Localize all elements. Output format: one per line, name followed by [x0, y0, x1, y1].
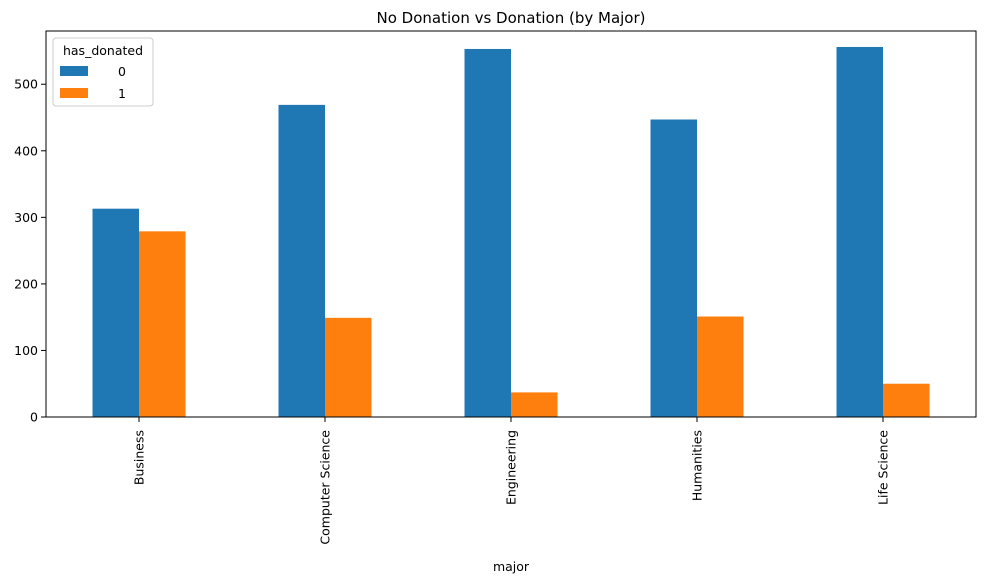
- y-tick-label: 100: [14, 343, 38, 358]
- y-tick-label: 0: [30, 410, 38, 425]
- x-tick-label: Business: [132, 430, 147, 485]
- bar-life-science-series-1: [883, 383, 930, 417]
- legend: has_donated 0 1: [52, 37, 154, 107]
- y-axis: 0 100 200 300 400 500: [14, 77, 46, 425]
- bar-engineering-series-0: [464, 48, 511, 417]
- plot-frame: [45, 30, 977, 418]
- legend-swatch-1: [60, 88, 88, 98]
- legend-label-0: 0: [118, 64, 126, 79]
- chart-title: No Donation vs Donation (by Major): [377, 9, 646, 27]
- x-axis-label: major: [493, 559, 530, 574]
- y-tick-label: 200: [14, 276, 38, 291]
- legend-title: has_donated: [63, 43, 143, 58]
- legend-label-1: 1: [118, 86, 126, 101]
- y-tick-label: 400: [14, 143, 38, 158]
- y-tick-label: 300: [14, 210, 38, 225]
- legend-swatch-0: [60, 66, 88, 76]
- bar-computer-science-series-0: [278, 104, 325, 418]
- x-tick-label: Computer Science: [318, 430, 333, 545]
- bars-layer: [92, 46, 930, 418]
- bar-humanities-series-1: [697, 316, 744, 417]
- bar-humanities-series-0: [650, 119, 697, 417]
- x-tick-label: Life Science: [876, 430, 891, 505]
- x-tick-label: Humanities: [690, 430, 705, 501]
- bar-business-series-1: [139, 231, 186, 417]
- bar-computer-science-series-1: [325, 317, 372, 417]
- x-tick-label: Engineering: [504, 430, 519, 505]
- bar-engineering-series-1: [511, 392, 558, 417]
- bar-life-science-series-0: [836, 46, 883, 417]
- x-axis: Business Computer Science Engineering Human…: [132, 417, 891, 545]
- bar-business-series-0: [92, 208, 139, 417]
- y-tick-label: 500: [14, 77, 38, 92]
